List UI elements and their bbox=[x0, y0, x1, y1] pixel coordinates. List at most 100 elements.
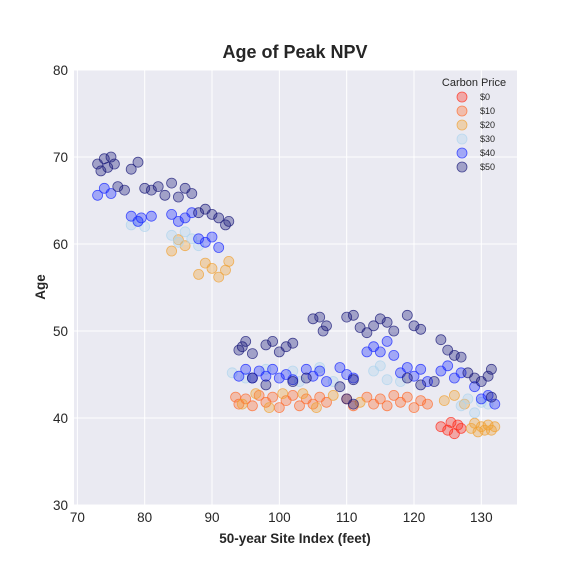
point-series-1 bbox=[268, 392, 278, 402]
x-tick-label: 100 bbox=[268, 510, 291, 525]
point-series-3 bbox=[173, 237, 183, 247]
legend-marker bbox=[457, 120, 467, 130]
legend-title: Carbon Price bbox=[442, 77, 506, 89]
legend-label: $20 bbox=[480, 120, 495, 130]
point-series-2 bbox=[167, 246, 177, 256]
x-axis-label: 50-year Site Index (feet) bbox=[219, 531, 371, 546]
point-series-5 bbox=[436, 335, 446, 345]
point-series-5 bbox=[456, 352, 466, 362]
point-series-4 bbox=[416, 364, 426, 374]
point-series-4 bbox=[136, 213, 146, 223]
point-series-5 bbox=[348, 399, 358, 409]
point-series-5 bbox=[247, 349, 257, 359]
y-tick-label: 70 bbox=[53, 150, 68, 165]
y-tick-label: 50 bbox=[53, 324, 68, 339]
point-series-5 bbox=[153, 182, 163, 192]
point-series-4 bbox=[268, 364, 278, 374]
point-series-1 bbox=[288, 390, 298, 400]
x-tick-label: 90 bbox=[205, 510, 220, 525]
point-series-5 bbox=[247, 373, 257, 383]
x-tick-label: 130 bbox=[470, 510, 493, 525]
y-axis-label: Age bbox=[33, 274, 48, 300]
legend-label: $40 bbox=[480, 148, 495, 158]
point-series-4 bbox=[443, 361, 453, 371]
point-series-5 bbox=[301, 373, 311, 383]
point-series-2 bbox=[207, 263, 217, 273]
point-series-5 bbox=[133, 157, 143, 167]
x-tick-label: 120 bbox=[403, 510, 426, 525]
point-series-0 bbox=[456, 423, 466, 433]
point-series-3 bbox=[382, 375, 392, 385]
point-series-4 bbox=[389, 350, 399, 360]
point-series-5 bbox=[241, 336, 251, 346]
point-series-2 bbox=[439, 396, 449, 406]
y-tick-label: 60 bbox=[53, 237, 68, 252]
legend-label: $30 bbox=[480, 134, 495, 144]
y-tick-labels: 30 40 50 60 70 80 bbox=[53, 63, 68, 513]
point-series-5 bbox=[173, 192, 183, 202]
point-series-5 bbox=[348, 375, 358, 385]
y-tick-label: 80 bbox=[53, 63, 68, 78]
point-series-1 bbox=[402, 392, 412, 402]
point-series-4 bbox=[322, 377, 332, 387]
plot-area bbox=[74, 70, 517, 505]
point-series-5 bbox=[335, 382, 345, 392]
legend-label: $10 bbox=[480, 106, 495, 116]
point-series-2 bbox=[224, 256, 234, 266]
point-series-5 bbox=[167, 178, 177, 188]
legend-marker bbox=[457, 148, 467, 158]
point-series-4 bbox=[241, 364, 251, 374]
point-series-5 bbox=[315, 312, 325, 322]
point-series-4 bbox=[382, 336, 392, 346]
point-series-5 bbox=[389, 326, 399, 336]
point-series-5 bbox=[402, 373, 412, 383]
point-series-5 bbox=[261, 380, 271, 390]
point-series-2 bbox=[251, 389, 261, 399]
point-series-5 bbox=[268, 336, 278, 346]
x-tick-label: 110 bbox=[336, 510, 358, 525]
point-series-5 bbox=[318, 326, 328, 336]
point-series-2 bbox=[311, 403, 321, 413]
point-series-2 bbox=[298, 389, 308, 399]
point-series-2 bbox=[194, 269, 204, 279]
x-tick-label: 80 bbox=[137, 510, 152, 525]
x-tick-label: 70 bbox=[70, 510, 85, 525]
point-series-4 bbox=[214, 243, 224, 253]
legend-label: $50 bbox=[480, 162, 495, 172]
point-series-5 bbox=[402, 310, 412, 320]
y-tick-label: 30 bbox=[53, 498, 68, 513]
point-series-4 bbox=[402, 363, 412, 373]
point-series-5 bbox=[416, 324, 426, 334]
point-series-2 bbox=[264, 403, 274, 413]
point-series-5 bbox=[187, 189, 197, 199]
legend-marker bbox=[457, 106, 467, 116]
point-series-5 bbox=[109, 159, 119, 169]
point-series-5 bbox=[288, 377, 298, 387]
point-series-5 bbox=[486, 364, 496, 374]
point-series-4 bbox=[375, 347, 385, 357]
point-series-3 bbox=[470, 408, 480, 418]
point-series-3 bbox=[375, 361, 385, 371]
legend-label: $0 bbox=[480, 92, 490, 102]
chart-title: Age of Peak NPV bbox=[222, 42, 367, 62]
point-series-2 bbox=[490, 422, 500, 432]
point-series-5 bbox=[160, 190, 170, 200]
point-series-5 bbox=[416, 380, 426, 390]
point-series-2 bbox=[237, 399, 247, 409]
point-series-5 bbox=[382, 317, 392, 327]
point-series-5 bbox=[120, 185, 130, 195]
point-series-4 bbox=[146, 211, 156, 221]
point-series-5 bbox=[348, 310, 358, 320]
point-series-5 bbox=[486, 392, 496, 402]
legend-marker bbox=[457, 134, 467, 144]
point-series-2 bbox=[278, 389, 288, 399]
point-series-1 bbox=[423, 399, 433, 409]
point-series-5 bbox=[288, 338, 298, 348]
point-series-1 bbox=[247, 401, 257, 411]
legend-marker bbox=[457, 92, 467, 102]
y-tick-label: 40 bbox=[53, 411, 68, 426]
point-series-2 bbox=[449, 390, 459, 400]
point-series-3 bbox=[463, 394, 473, 404]
legend-marker bbox=[457, 162, 467, 172]
